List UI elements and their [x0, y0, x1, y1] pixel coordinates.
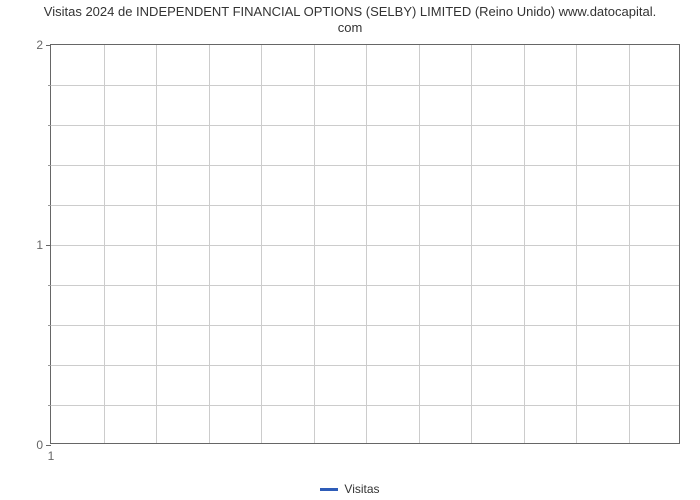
y-tick-mark [46, 445, 51, 446]
x-tick-label: 1 [48, 449, 55, 463]
gridline-vertical [629, 45, 630, 443]
gridline-vertical [261, 45, 262, 443]
gridline-horizontal [51, 245, 679, 246]
y-tick-minor [48, 125, 51, 126]
gridline-vertical [209, 45, 210, 443]
y-tick-minor [48, 365, 51, 366]
plot-area: 0121 [50, 44, 680, 444]
gridline-vertical [156, 45, 157, 443]
y-tick-label: 0 [36, 438, 43, 452]
legend: Visitas [0, 482, 700, 496]
y-tick-mark [46, 245, 51, 246]
gridline-vertical [104, 45, 105, 443]
gridline-vertical [524, 45, 525, 443]
chart-title-line1: Visitas 2024 de INDEPENDENT FINANCIAL OP… [44, 4, 656, 19]
gridline-horizontal [51, 205, 679, 206]
gridline-vertical [471, 45, 472, 443]
y-tick-minor [48, 85, 51, 86]
gridline-vertical [419, 45, 420, 443]
y-tick-minor [48, 165, 51, 166]
y-tick-minor [48, 205, 51, 206]
gridline-horizontal [51, 285, 679, 286]
gridline-horizontal [51, 365, 679, 366]
gridline-horizontal [51, 125, 679, 126]
legend-label: Visitas [344, 482, 379, 496]
gridline-horizontal [51, 85, 679, 86]
chart-title: Visitas 2024 de INDEPENDENT FINANCIAL OP… [0, 4, 700, 37]
gridline-horizontal [51, 165, 679, 166]
legend-swatch [320, 488, 338, 491]
gridline-horizontal [51, 325, 679, 326]
y-tick-minor [48, 325, 51, 326]
y-tick-label: 2 [36, 38, 43, 52]
gridline-vertical [366, 45, 367, 443]
y-tick-mark [46, 45, 51, 46]
y-tick-minor [48, 285, 51, 286]
gridline-vertical [576, 45, 577, 443]
y-tick-minor [48, 405, 51, 406]
gridline-vertical [314, 45, 315, 443]
y-tick-label: 1 [36, 238, 43, 252]
gridline-horizontal [51, 405, 679, 406]
chart-title-line2: com [338, 20, 363, 35]
